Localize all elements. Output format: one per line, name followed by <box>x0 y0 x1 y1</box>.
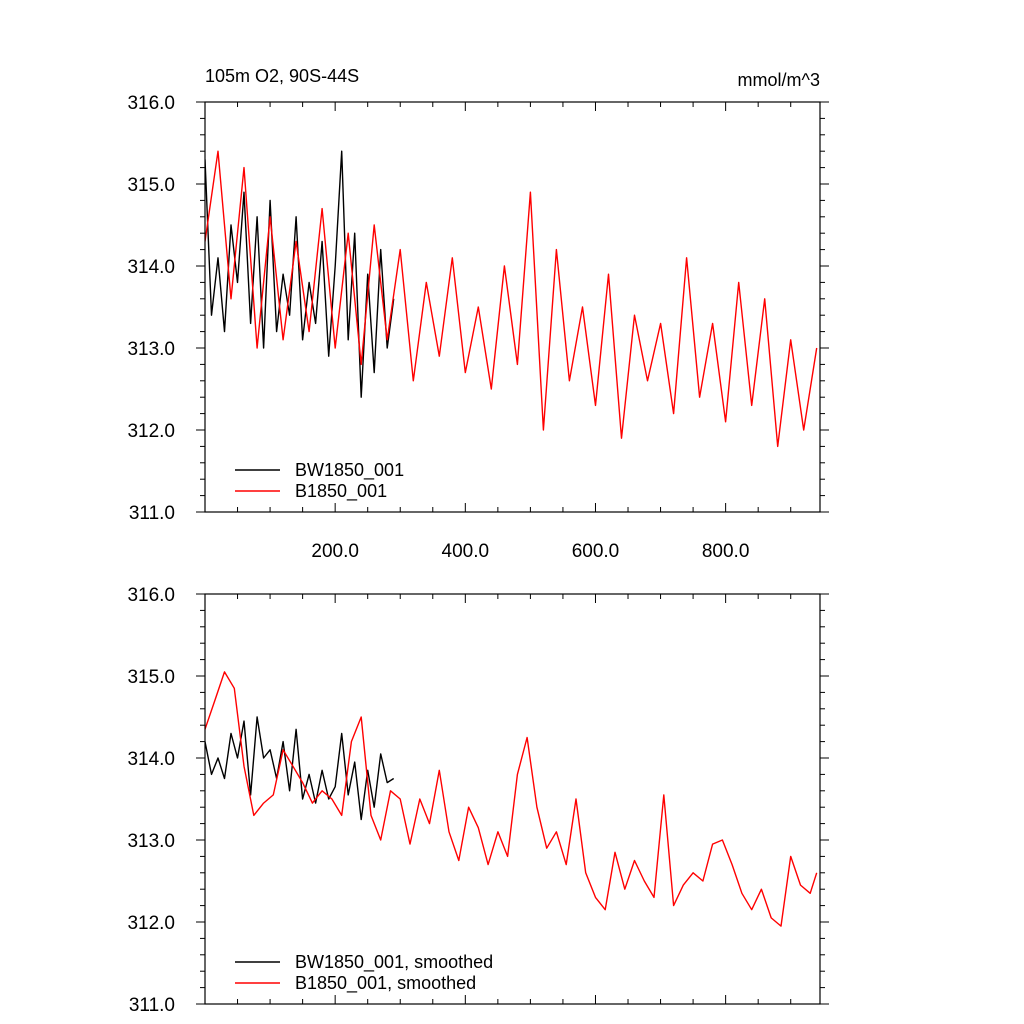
series-line-bw1850-001 <box>205 150 395 398</box>
top-panel-x-tick-label: 200.0 <box>311 541 359 562</box>
series-line-bw1850-001-smoothed <box>205 716 395 821</box>
bottom-panel-ticks <box>196 593 829 1005</box>
top-panel-y-tick-labels: 311.0 312.0 313.0 314.0 315.0 316.0 <box>127 93 175 524</box>
legend-label-bw1850-001: BW1850_001 <box>295 460 404 481</box>
top-panel-y-tick-label: 312.0 <box>127 421 175 442</box>
bottom-panel-y-tick-label: 315.0 <box>127 667 175 688</box>
bottom-panel-y-tick-label: 314.0 <box>127 749 175 770</box>
top-panel-series-lines <box>205 150 818 448</box>
top-panel-units-label: mmol/m^3 <box>738 70 820 90</box>
top-panel-plot-frame <box>204 101 821 513</box>
top-panel-y-tick-label: 313.0 <box>127 339 175 360</box>
top-panel-y-tick-label: 311.0 <box>129 503 175 524</box>
top-panel-x-tick-labels: 200.0 400.0 600.0 800.0 <box>311 541 749 562</box>
legend-label-b1850-001: B1850_001 <box>295 481 387 502</box>
top-panel-y-tick-label: 314.0 <box>127 257 175 278</box>
top-panel-title: 105m O2, 90S-44S <box>205 66 359 86</box>
top-panel-x-tick-label: 600.0 <box>572 541 620 562</box>
top-panel: 105m O2, 90S-44S mmol/m^3 200.0 400.0 600.… <box>127 66 829 562</box>
bottom-panel-y-tick-label: 311.0 <box>129 995 175 1016</box>
top-panel-ticks <box>196 101 829 513</box>
bottom-panel-plot-frame <box>204 593 821 1005</box>
bottom-panel-y-tick-label: 316.0 <box>127 585 175 606</box>
top-panel-x-tick-label: 800.0 <box>702 541 750 562</box>
bottom-panel-y-tick-label: 313.0 <box>127 831 175 852</box>
legend-label-b1850-001-smoothed: B1850_001, smoothed <box>295 973 476 994</box>
top-panel-y-tick-label: 315.0 <box>127 175 175 196</box>
legend-label-bw1850-001-smoothed: BW1850_001, smoothed <box>295 952 493 973</box>
top-panel-y-tick-label: 316.0 <box>127 93 175 114</box>
bottom-panel: 311.0 312.0 313.0 314.0 315.0 316.0 BW1850_00… <box>127 585 829 1016</box>
bottom-panel-y-tick-labels: 311.0 312.0 313.0 314.0 315.0 316.0 <box>127 585 175 1016</box>
bottom-panel-series-lines <box>205 671 818 927</box>
series-line-b1850-001 <box>205 150 818 448</box>
top-panel-x-tick-label: 400.0 <box>442 541 490 562</box>
bottom-panel-y-tick-label: 312.0 <box>127 913 175 934</box>
series-line-b1850-001-smoothed <box>205 671 818 927</box>
